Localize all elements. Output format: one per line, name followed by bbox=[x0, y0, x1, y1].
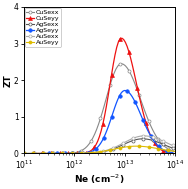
AuSeyy bbox=[115, 148, 117, 150]
CuSeyy bbox=[114, 54, 116, 56]
CuSexx bbox=[121, 63, 123, 65]
AgSexx bbox=[118, 146, 120, 148]
CuSeyy bbox=[121, 37, 123, 39]
AuSexx bbox=[130, 138, 132, 140]
AgSeyy bbox=[134, 101, 136, 103]
CuSeyy bbox=[169, 152, 171, 154]
CuSexx bbox=[113, 73, 115, 75]
AuSexx bbox=[118, 144, 120, 146]
AuSeyy bbox=[159, 148, 161, 150]
AgSeyy bbox=[125, 89, 127, 92]
CuSeyy bbox=[33, 152, 35, 155]
AgSeyy bbox=[129, 93, 132, 95]
CuSexx bbox=[23, 152, 25, 155]
CuSexx bbox=[90, 140, 92, 143]
Line: AgSexx: AgSexx bbox=[22, 137, 182, 155]
CuSexx bbox=[122, 63, 125, 66]
CuSexx bbox=[115, 68, 117, 70]
AgSeyy bbox=[121, 90, 124, 92]
AuSeyy bbox=[126, 146, 128, 148]
AgSexx bbox=[124, 143, 126, 145]
AgSexx bbox=[163, 144, 166, 146]
Line: AuSeyy: AuSeyy bbox=[22, 145, 177, 155]
AgSexx bbox=[142, 138, 144, 140]
AuSeyy bbox=[174, 150, 177, 153]
AuSeyy bbox=[121, 146, 123, 149]
X-axis label: Ne (cm$^{-2}$): Ne (cm$^{-2}$) bbox=[74, 172, 125, 186]
CuSeyy bbox=[116, 46, 118, 48]
AgSeyy bbox=[103, 136, 105, 139]
AgSexx bbox=[92, 152, 94, 154]
Line: CuSexx: CuSexx bbox=[22, 62, 177, 155]
AuSexx bbox=[163, 141, 166, 143]
Legend: CuSexx, CuSeyy, AgSexx, AgSeyy, AuSexx, AuSeyy: CuSexx, CuSeyy, AgSexx, AgSeyy, AuSexx, … bbox=[25, 8, 61, 47]
AgSexx bbox=[130, 140, 132, 143]
Y-axis label: ZT: ZT bbox=[3, 74, 12, 87]
AuSexx bbox=[23, 152, 25, 155]
AuSeyy bbox=[134, 145, 136, 147]
AgSeyy bbox=[159, 147, 161, 149]
AuSeyy bbox=[90, 152, 92, 154]
AgSexx bbox=[179, 149, 182, 152]
AgSeyy bbox=[48, 152, 50, 155]
AuSexx bbox=[92, 152, 94, 154]
Line: AuSexx: AuSexx bbox=[22, 134, 182, 155]
AgSeyy bbox=[123, 89, 125, 92]
AuSexx bbox=[124, 141, 126, 143]
Line: AgSeyy: AgSeyy bbox=[47, 89, 175, 155]
CuSeyy bbox=[128, 50, 130, 53]
CuSexx bbox=[159, 141, 161, 143]
CuSeyy bbox=[123, 38, 125, 41]
CuSexx bbox=[128, 70, 130, 72]
AgSeyy bbox=[172, 152, 174, 154]
AuSexx bbox=[144, 135, 146, 137]
AuSeyy bbox=[23, 152, 25, 155]
AgSexx bbox=[23, 152, 25, 155]
AuSexx bbox=[179, 147, 182, 150]
AuSeyy bbox=[113, 148, 115, 150]
AuSexx bbox=[116, 145, 118, 147]
Line: CuSeyy: CuSeyy bbox=[32, 36, 172, 155]
CuSexx bbox=[174, 151, 177, 153]
CuSeyy bbox=[155, 145, 158, 147]
CuSeyy bbox=[93, 146, 95, 149]
AgSexx bbox=[116, 146, 118, 149]
